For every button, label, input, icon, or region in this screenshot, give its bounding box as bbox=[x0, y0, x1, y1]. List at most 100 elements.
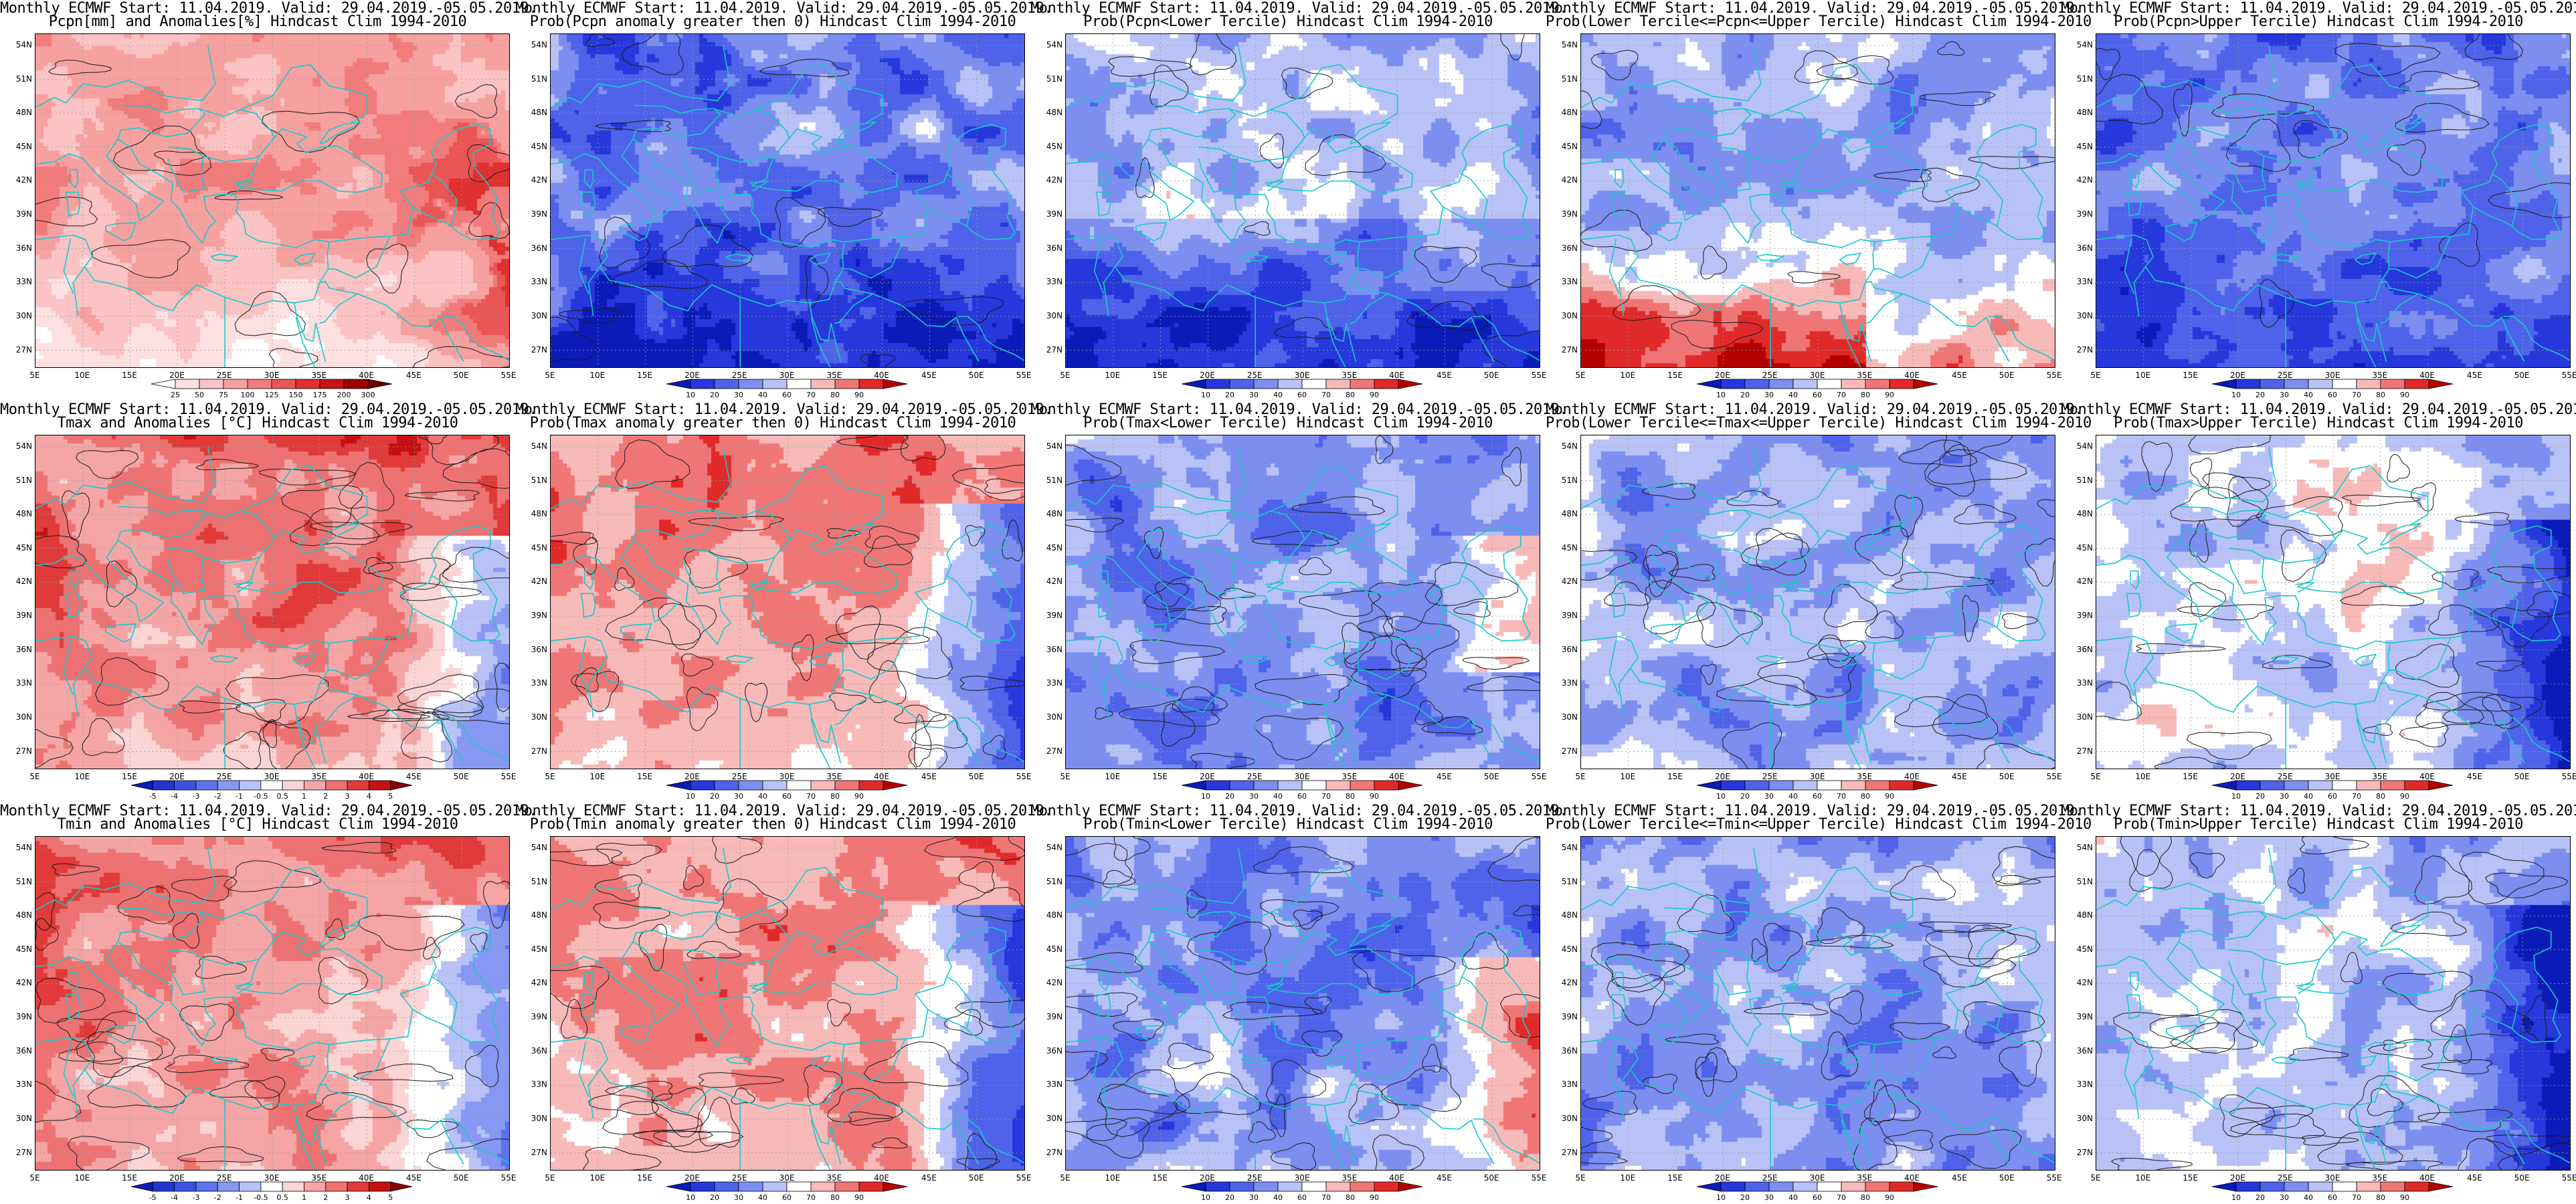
longitude-tick-label: 5E bbox=[29, 371, 40, 380]
map-overlay bbox=[35, 34, 509, 367]
contour-line bbox=[1968, 156, 2055, 169]
colorbar-label: 60 bbox=[1813, 391, 1822, 399]
panel-title-line1: Monthly ECMWF Start: 11.04.2019. Valid: … bbox=[1546, 0, 2083, 17]
colorbar-label: 10 bbox=[1716, 1193, 1726, 1202]
longitude-tick-label: 50E bbox=[1483, 371, 1499, 380]
coastline-border bbox=[1323, 704, 1357, 763]
coastline-border bbox=[1713, 949, 1752, 996]
coastline-border bbox=[1581, 539, 1875, 713]
colorbar-swatch bbox=[1277, 379, 1303, 389]
contour-line bbox=[244, 1076, 286, 1110]
coastline-border bbox=[1865, 121, 1908, 144]
colorbar-swatch bbox=[390, 1181, 413, 1192]
coastline-border bbox=[35, 940, 330, 1114]
coastline-border bbox=[810, 317, 831, 367]
contour-line bbox=[2188, 435, 2272, 455]
contour-line bbox=[223, 860, 321, 892]
contour-line bbox=[1395, 643, 1423, 677]
contour-line bbox=[1999, 1040, 2042, 1087]
longitude-tick-label: 40E bbox=[2419, 772, 2435, 781]
coastline-border bbox=[1903, 694, 1987, 729]
map-panel: Monthly ECMWF Start: 11.04.2019. Valid: … bbox=[1546, 0, 2092, 401]
coastline-border bbox=[1748, 958, 1805, 965]
colorbar-label: 90 bbox=[1370, 1193, 1379, 1202]
coastline-border bbox=[620, 623, 652, 643]
latitude-tick-label: 27N bbox=[1046, 1147, 1063, 1157]
coastline-border bbox=[431, 926, 500, 1043]
colorbar-swatch bbox=[666, 1181, 691, 1192]
coastline-border bbox=[1873, 637, 1936, 680]
contour-line bbox=[400, 711, 452, 763]
contour-line bbox=[2414, 856, 2472, 905]
coastline-border bbox=[2356, 718, 2377, 769]
coastline-border bbox=[551, 940, 845, 1114]
coastline-border bbox=[834, 280, 875, 324]
contour-line bbox=[1581, 90, 1602, 129]
colorbar-label: -5 bbox=[149, 792, 157, 801]
colorbar-swatch bbox=[738, 780, 763, 791]
colorbar-swatch bbox=[1325, 780, 1351, 791]
colorbar-swatch bbox=[1744, 780, 1770, 791]
coastline-border bbox=[63, 1041, 74, 1097]
latitude-tick-label: 27N bbox=[531, 746, 547, 756]
colorbar-label: 20 bbox=[1740, 1193, 1750, 1202]
coastline-border bbox=[1103, 266, 1116, 317]
colorbar-swatch bbox=[690, 379, 715, 389]
panel-title-line2: Prob(Tmin<Lower Tercile) Hindcast Clim 1… bbox=[1083, 816, 1493, 833]
longitude-tick-label: 35E bbox=[1342, 371, 1358, 380]
coastline-border bbox=[957, 316, 1024, 361]
colorbar-label: 70 bbox=[1837, 792, 1846, 801]
contour-line bbox=[1291, 496, 1386, 516]
contour-line bbox=[1222, 1001, 1323, 1020]
colorbar-swatch bbox=[282, 1181, 304, 1192]
longitude-tick-label: 10E bbox=[589, 1173, 606, 1183]
colorbar-label: 90 bbox=[1370, 792, 1379, 801]
coastline-border bbox=[2096, 45, 2277, 108]
coastline-border bbox=[2296, 128, 2444, 193]
colorbar-swatch bbox=[2235, 379, 2261, 389]
coastline-border bbox=[1839, 252, 1862, 266]
contour-line bbox=[1936, 41, 1965, 56]
latitude-tick-label: 39N bbox=[2076, 209, 2093, 219]
longitude-tick-label: 15E bbox=[1152, 1173, 1168, 1183]
contour-line bbox=[2485, 872, 2569, 898]
coastline-border bbox=[357, 293, 442, 328]
contour-line bbox=[1102, 870, 1135, 888]
colorbar-swatch bbox=[2211, 379, 2237, 389]
coastline-border bbox=[1611, 593, 1627, 618]
contour-line bbox=[1304, 996, 1332, 1015]
coastline-border bbox=[431, 525, 500, 642]
latitude-tick-label: 45N bbox=[531, 141, 547, 151]
contour-line bbox=[1920, 167, 1981, 203]
longitude-tick-label: 55E bbox=[2561, 1173, 2576, 1183]
longitude-tick-label: 15E bbox=[2183, 772, 2199, 781]
colorbar bbox=[1181, 1181, 1423, 1192]
coastline-border bbox=[1651, 623, 1683, 643]
contour-line bbox=[956, 886, 1024, 922]
longitude-tick-label: 5E bbox=[2090, 1173, 2101, 1183]
coastline-border bbox=[1093, 639, 1105, 696]
contour-line bbox=[715, 878, 788, 933]
coastline-border bbox=[1663, 907, 1752, 942]
colorbar-label: 70 bbox=[806, 1193, 816, 1202]
colorbar-label: 1 bbox=[301, 1193, 306, 1202]
colorbar-label: 60 bbox=[2328, 1193, 2337, 1202]
latitude-tick-label: 51N bbox=[1046, 475, 1063, 485]
colorbar-swatch bbox=[1181, 780, 1206, 791]
longitude-tick-label: 5E bbox=[545, 1173, 555, 1183]
latitude-tick-label: 36N bbox=[531, 644, 547, 654]
contour-line bbox=[91, 239, 191, 279]
colorbar-label: -0.5 bbox=[254, 792, 268, 801]
latitude-tick-label: 54N bbox=[1046, 39, 1063, 49]
coastline-border bbox=[620, 1025, 652, 1044]
contour-line bbox=[208, 1080, 280, 1099]
contour-line bbox=[688, 516, 785, 531]
contour-line bbox=[306, 1092, 407, 1121]
contour-line bbox=[923, 837, 1024, 861]
latitude-tick-label: 48N bbox=[1561, 509, 1578, 519]
latitude-tick-label: 45N bbox=[2076, 944, 2093, 954]
contour-line bbox=[1301, 1030, 1342, 1058]
colorbar-label: 20 bbox=[1740, 391, 1750, 399]
colorbar-swatch bbox=[2404, 379, 2429, 389]
contour-line bbox=[1190, 34, 1237, 76]
